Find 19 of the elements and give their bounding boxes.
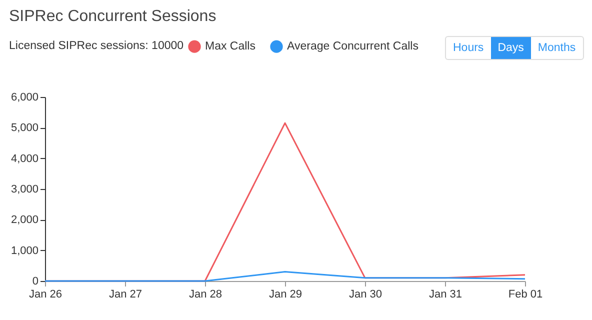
y-tick-label: 5,000 [10,122,38,134]
y-tick-label: 1,000 [10,244,38,257]
legend-label: Max Calls [205,40,256,53]
x-tick-label: Jan 27 [108,288,142,300]
x-tick-label: Jan 26 [28,288,62,300]
legend-label: Average Concurrent Calls [287,40,419,53]
y-tick-label: 3,000 [10,184,38,196]
chart-subtitle: Licensed SIPRec sessions: 10000 [9,40,184,52]
y-tick-label: 6,000 [10,92,38,104]
y-tick-label: 4,000 [10,152,38,165]
x-tick-label: Jan 29 [268,288,302,300]
x-tick-label: Feb 01 [508,288,543,300]
chart-title: SIPRec Concurrent Sessions [9,8,216,26]
x-tick-label: Jan 30 [348,288,382,300]
y-tick-label: 0 [32,276,38,288]
x-tick-label: Jan 31 [428,288,462,300]
x-tick-label: Jan 28 [188,288,222,300]
view-toggle: Hours Days Months [445,36,584,60]
y-tick-label: 2,000 [10,214,38,226]
